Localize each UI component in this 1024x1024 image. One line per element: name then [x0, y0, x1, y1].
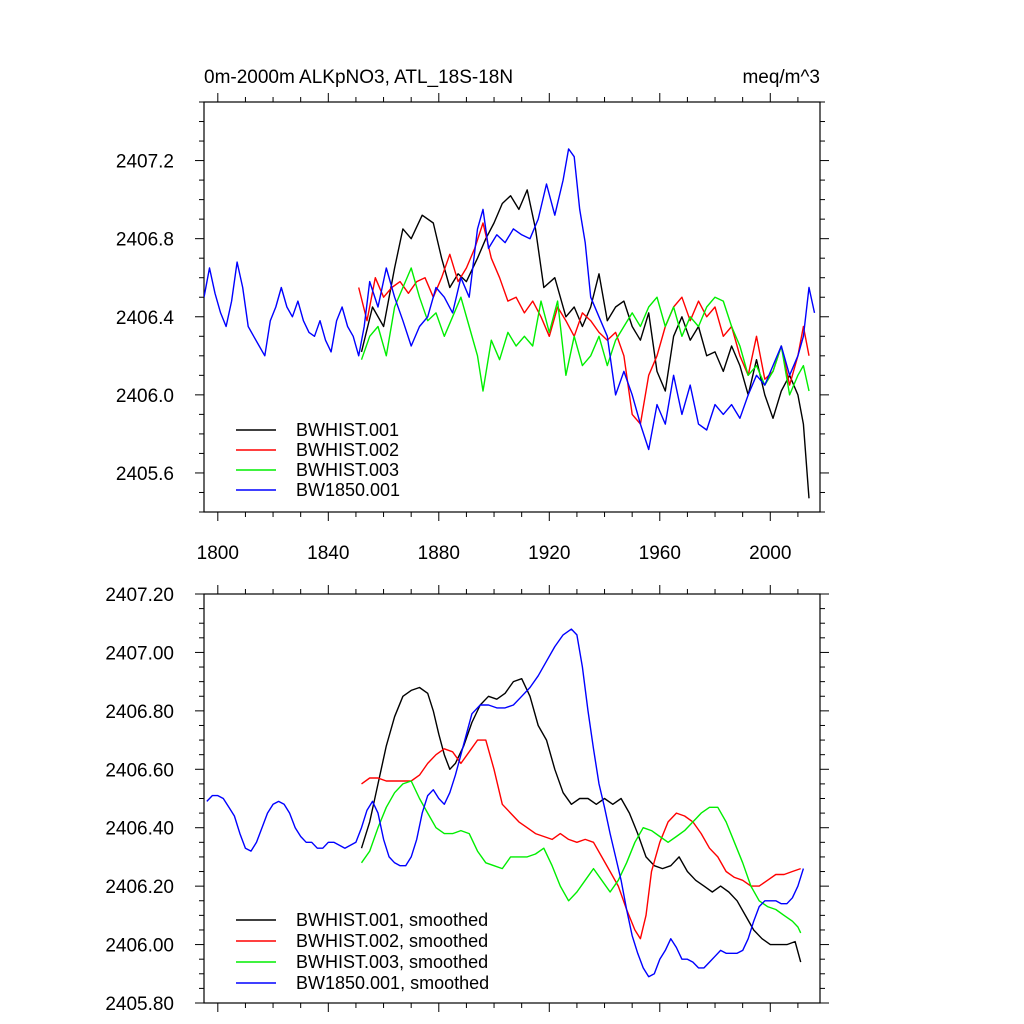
- top-x-tick-label: 1920: [528, 543, 570, 564]
- bottom-legend-label-1: BWHIST.001, smoothed: [296, 910, 488, 930]
- top-series-line-3: [360, 267, 810, 396]
- bottom-legend-label-3: BWHIST.003, smoothed: [296, 952, 488, 972]
- bottom-series-line-2: [361, 739, 801, 940]
- bottom-legend-label-2: BWHIST.002, smoothed: [296, 931, 488, 951]
- top-x-tick-label: 1800: [197, 543, 239, 564]
- top-y-tick-label: 2407.2: [116, 152, 174, 173]
- top-legend-label-4: BW1850.001: [296, 480, 400, 500]
- top-plot-frame: [203, 101, 821, 513]
- bottom-series-line-1: [360, 678, 802, 963]
- top-legend-label-1: BWHIST.001: [296, 420, 399, 440]
- top-units: meq/m^3: [742, 67, 820, 88]
- bottom-y-tick-label: 2406.40: [105, 819, 174, 840]
- bottom-plot: 2405.80 2406.00 2406.20 2406.40 2406.60 2406.…: [105, 585, 829, 1015]
- top-series-line-1: [360, 189, 810, 499]
- top-x-tick-label: 1880: [418, 543, 460, 564]
- bottom-y-tick-label: 2407.20: [105, 585, 174, 606]
- bottom-legend-label-4: BW1850.001, smoothed: [296, 973, 489, 993]
- bottom-series-line-4: [206, 628, 805, 978]
- bottom-y-tick-label: 2406.80: [105, 702, 174, 723]
- top-y-tick-label: 2405.6: [116, 464, 174, 485]
- top-x-tick-label: 2000: [749, 543, 791, 564]
- bottom-y-tick-label: 2406.60: [105, 760, 174, 781]
- top-plot: 0m-2000m ALKpNO3, ATL_18S-18N meq/m^3 18…: [116, 67, 829, 564]
- bottom-y-tick-label: 2405.80: [105, 994, 174, 1015]
- top-legend-label-2: BWHIST.002: [296, 440, 399, 460]
- top-x-tick-label: 1840: [307, 543, 349, 564]
- top-series-line-4: [204, 148, 816, 451]
- bottom-series-line-3: [360, 780, 802, 934]
- bottom-y-tick-label: 2406.20: [105, 877, 174, 898]
- bottom-y-tick-label: 2407.00: [105, 643, 174, 664]
- top-x-tick-label: 1960: [639, 543, 681, 564]
- top-legend-label-3: BWHIST.003: [296, 460, 399, 480]
- bottom-y-tick-label: 2406.00: [105, 936, 174, 957]
- top-y-tick-label: 2406.4: [116, 308, 175, 329]
- top-y-tick-label: 2406.8: [116, 230, 174, 251]
- top-y-tick-label: 2406.0: [116, 386, 174, 407]
- top-title: 0m-2000m ALKpNO3, ATL_18S-18N: [204, 67, 513, 88]
